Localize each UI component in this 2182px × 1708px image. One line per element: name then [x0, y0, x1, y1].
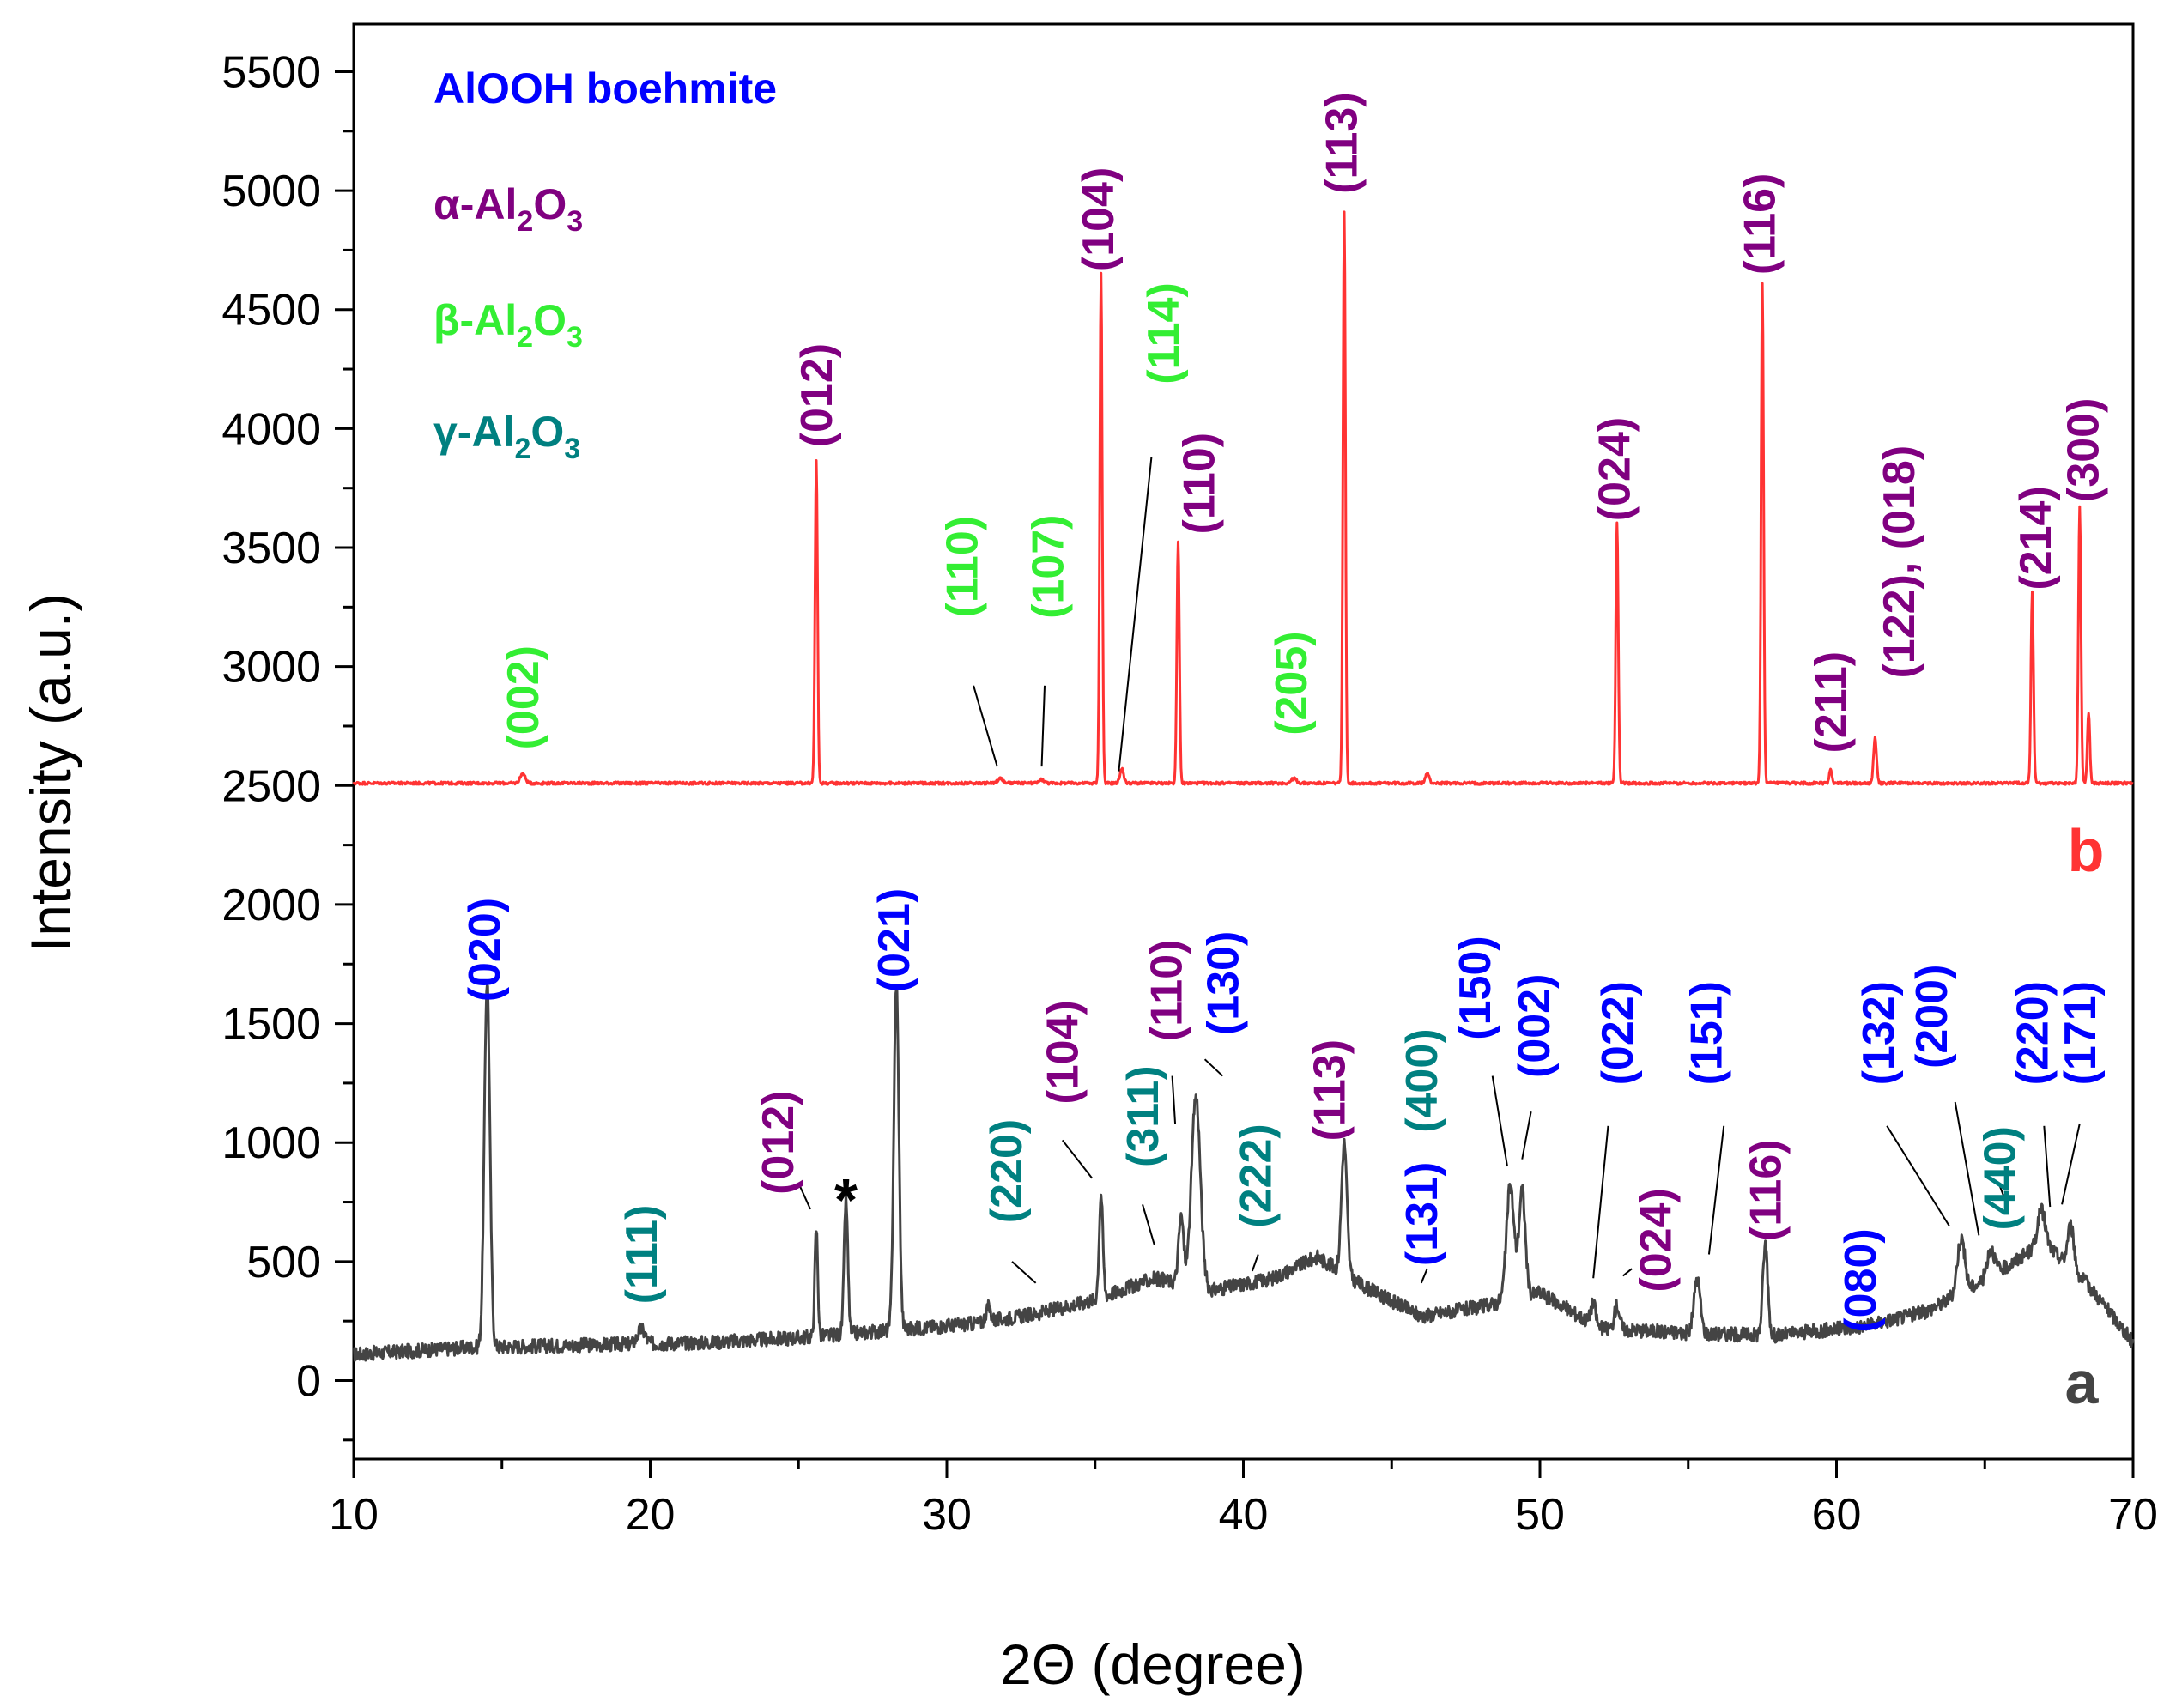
axes: 10 20 30 40 50 60 70 0 500 1000 1500 2000 2500 3000 35… — [221, 47, 2158, 1540]
peak-label: (300) — [2058, 398, 2108, 502]
peak-label: (220) — [2009, 981, 2058, 1085]
series-layer — [352, 210, 2135, 1362]
y-tick-label: 5000 — [221, 167, 321, 216]
y-tick-label: 500 — [246, 1238, 321, 1287]
series-line-a — [353, 984, 2135, 1362]
peak-label: (002) — [499, 645, 549, 749]
peak-label: (222) — [1231, 1124, 1281, 1227]
y-tick-label: 1500 — [221, 1000, 321, 1050]
x-tick-label: 20 — [626, 1490, 676, 1540]
leader-line — [1707, 1125, 1725, 1255]
peak-label: (130) — [1198, 931, 1248, 1035]
series-line-b — [352, 210, 2134, 786]
series-tag-a: a — [2065, 1349, 2100, 1416]
peak-label: (012) — [792, 343, 842, 447]
peak-label: (116) — [1742, 1139, 1791, 1241]
leader-line — [1998, 1184, 2009, 1210]
peak-label: (440) — [1976, 1126, 2026, 1230]
peak-label: (107) — [1024, 514, 1074, 618]
leader-lines — [797, 457, 2081, 1284]
peak-label: (113) — [1306, 1039, 1355, 1142]
x-tick-label: 30 — [922, 1490, 972, 1540]
impurity-marker: * — [834, 1166, 858, 1233]
y-tick-label: 4500 — [221, 286, 321, 336]
y-tick-label: 3500 — [221, 524, 321, 573]
legend-item-boehmite: AlOOH boehmite — [433, 64, 777, 112]
x-tick-label: 60 — [1812, 1490, 1862, 1540]
peak-label: (020) — [460, 898, 510, 1002]
leader-line — [1886, 1125, 1950, 1226]
peak-label: (116) — [1736, 173, 1785, 276]
peak-annotations: (002) (012) (110) (107) (104) (114) (110) (205)… — [460, 92, 2108, 1332]
x-axis-title: 2Θ (degree) — [1000, 1632, 1306, 1696]
leader-line — [1420, 1268, 1428, 1284]
peak-label: (114) — [1139, 282, 1189, 385]
peak-label: (400) — [1397, 1028, 1447, 1132]
legend-item-beta: β-Al2O3 — [433, 296, 583, 354]
leader-line — [1142, 1204, 1155, 1245]
leader-line — [1592, 1125, 1609, 1279]
leader-line — [1171, 1075, 1177, 1124]
leader-line — [1118, 457, 1153, 772]
leader-line — [1251, 1254, 1259, 1272]
x-tick-label: 40 — [1219, 1490, 1269, 1540]
peak-label: (110) — [1143, 940, 1192, 1042]
peak-label: (200) — [1907, 965, 1957, 1069]
y-tick-label: 3000 — [221, 643, 321, 693]
peak-label: (111) — [617, 1205, 667, 1305]
peak-label: (110) — [1175, 433, 1225, 535]
leader-line — [1011, 1261, 1037, 1284]
leader-line — [973, 685, 998, 767]
series-tag-b: b — [2068, 817, 2105, 884]
leader-line — [1954, 1101, 1980, 1236]
y-tick-label: 4000 — [221, 404, 321, 454]
y-tick-label: 5500 — [221, 47, 321, 97]
peak-label: (220) — [982, 1119, 1032, 1223]
peak-label: (080) — [1836, 1228, 1886, 1332]
peak-label: (104) — [1074, 167, 1124, 271]
peak-label: (150) — [1451, 936, 1500, 1039]
y-axis-title: Intensity (a.u.) — [19, 593, 82, 952]
peak-label: (211) — [1807, 651, 1857, 754]
leader-line — [1491, 1075, 1508, 1167]
peak-label: (024) — [1632, 1188, 1682, 1292]
leader-line — [2043, 1125, 2052, 1208]
peak-label: (205) — [1267, 631, 1317, 735]
peak-label: (214) — [2011, 486, 2061, 590]
y-tick-label: 1000 — [221, 1118, 321, 1168]
leader-line — [1622, 1268, 1633, 1277]
peak-label: (311) — [1118, 1065, 1168, 1167]
y-tick-label: 0 — [296, 1356, 321, 1406]
peak-label: (012) — [754, 1090, 803, 1194]
x-tick-label: 10 — [329, 1490, 379, 1540]
x-tick-label: 70 — [2108, 1490, 2158, 1540]
peak-label: (024) — [1590, 417, 1640, 521]
peak-label: (171) — [2056, 981, 2106, 1085]
legend: a b AlOOH boehmite α-Al2O3 β-Al2O3 γ-Al2O3 — [433, 64, 2104, 1416]
peak-label: (104) — [1039, 1000, 1088, 1104]
y-tick-label: 2500 — [221, 761, 321, 811]
peak-label: (151) — [1682, 981, 1732, 1085]
peak-label: (002) — [1510, 974, 1560, 1078]
leader-line — [797, 1182, 811, 1210]
peak-label: (132) — [1854, 981, 1904, 1085]
leader-line — [1521, 1111, 1532, 1160]
y-tick-label: 2000 — [221, 881, 321, 930]
x-tick-label: 50 — [1515, 1490, 1565, 1540]
leader-line — [1040, 685, 1046, 767]
legend-item-alpha: α-Al2O3 — [433, 180, 583, 238]
peak-label: (110) — [937, 516, 987, 618]
peak-label: (021) — [870, 888, 919, 992]
peak-label: (131) — [1397, 1162, 1447, 1266]
peak-label: (113) — [1318, 92, 1367, 194]
peak-label: (122), (018) — [1875, 445, 1924, 679]
legend-item-gamma: γ-Al2O3 — [433, 408, 580, 465]
leader-line — [1203, 1058, 1223, 1077]
peak-label: (022) — [1593, 981, 1643, 1085]
leader-line — [2061, 1123, 2081, 1205]
leader-line — [1061, 1139, 1094, 1179]
